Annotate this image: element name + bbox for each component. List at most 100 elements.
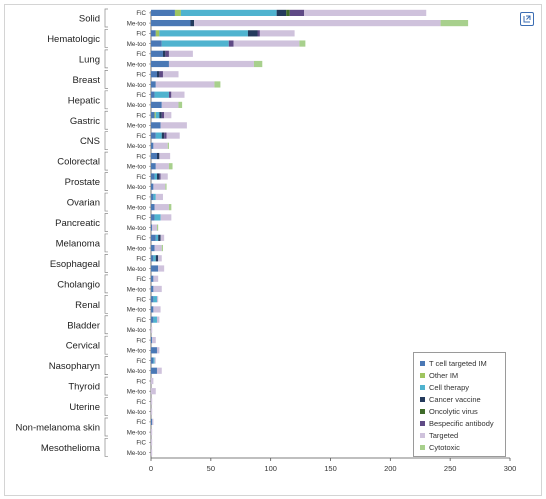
bar-segment-bladder-me-too-targeted	[151, 326, 153, 333]
bar-segment-solid-fic-cell-therapy	[180, 9, 277, 16]
bar-segment-gastric-fic-targeted	[164, 112, 172, 119]
bar-segment-colorectal-fic-t-cell-targeted-im	[151, 152, 157, 160]
bar-label-non-melanoma-skin-me-too: Me-too	[127, 429, 147, 436]
bar-segment-gastric-fic-cancer-vaccine	[159, 112, 162, 119]
bar-segment-hematologic-me-too-targeted	[233, 40, 300, 47]
bar-label-melanoma-fic: FiC	[136, 235, 146, 242]
bar-segment-prostate-me-too-targeted	[153, 183, 166, 190]
group-bracket-colorectal	[104, 151, 108, 171]
bar-segment-hematologic-me-too-t-cell-targeted-im	[151, 40, 162, 47]
bar-label-bladder-me-too: Me-too	[127, 327, 147, 334]
bar-segment-melanoma-fic-targeted	[160, 234, 165, 241]
bar-segment-nasopharyn-fic-t-cell-targeted-im	[151, 357, 154, 364]
group-bracket-gastric	[104, 110, 108, 130]
bar-segment-hepatic-fic-bespecific-antibody	[168, 91, 172, 98]
bar-segment-non-melanoma-skin-fic-targeted	[152, 418, 154, 425]
bar-segment-esophageal-fic-cell-therapy	[153, 255, 156, 262]
group-label-hematologic: Hematologic	[47, 34, 100, 45]
legend-swatch	[420, 445, 425, 450]
group-label-pancreatic: Pancreatic	[55, 218, 100, 229]
bar-segment-esophageal-me-too-t-cell-targeted-im	[151, 265, 159, 272]
bar-segment-esophageal-fic-t-cell-targeted-im	[151, 255, 154, 262]
bar-segment-gastric-fic-cell-therapy	[155, 112, 160, 119]
bar-segment-cns-fic-bespecific-antibody	[164, 132, 167, 139]
legend-swatch	[420, 385, 425, 390]
bar-label-renal-fic: FiC	[136, 297, 146, 304]
group-label-cns: CNS	[80, 136, 100, 147]
legend-swatch	[420, 361, 425, 366]
bar-segment-prostate-me-too-cytotoxic	[165, 183, 167, 190]
x-tick-label-0: 0	[149, 464, 153, 473]
bar-segment-hepatic-fic-cell-therapy	[154, 91, 169, 98]
bar-segment-gastric-me-too-targeted	[160, 122, 187, 129]
bar-segment-breast-fic-bespecific-antibody	[159, 71, 163, 78]
bar-segment-cns-fic-cancer-vaccine	[161, 132, 165, 139]
group-bracket-solid	[104, 8, 108, 28]
bar-segment-breast-me-too-targeted	[155, 81, 215, 88]
group-label-prostate: Prostate	[65, 177, 100, 188]
bar-segment-pancreatic-fic-t-cell-targeted-im	[151, 214, 155, 221]
group-label-uterine: Uterine	[69, 402, 100, 413]
bar-segment-lung-fic-bespecific-antibody	[165, 50, 169, 57]
bar-segment-esophageal-fic-cancer-vaccine	[155, 255, 159, 262]
bar-segment-solid-me-too-targeted	[194, 20, 441, 27]
bar-segment-lung-fic-cancer-vaccine	[162, 50, 166, 57]
bar-segment-gastric-fic-bespecific-antibody	[161, 112, 165, 119]
bar-label-solid-me-too: Me-too	[127, 20, 147, 27]
bar-segment-cholangio-me-too-t-cell-targeted-im	[151, 285, 154, 293]
bar-label-hematologic-fic: FiC	[136, 31, 146, 38]
bar-label-thyroid-fic: FiC	[136, 378, 146, 385]
bar-segment-hematologic-fic-bespecific-antibody	[257, 30, 260, 37]
bar-segment-melanoma-fic-cancer-vaccine	[158, 234, 161, 241]
group-label-nasopharyn: Nasopharyn	[49, 361, 100, 372]
legend-label: Targeted	[429, 431, 459, 440]
bar-segment-cervical-me-too-t-cell-targeted-im	[151, 347, 157, 354]
bar-segment-lung-fic-targeted	[168, 50, 193, 57]
bar-segment-solid-fic-other-im	[174, 9, 181, 16]
bar-label-nasopharyn-fic: FiC	[136, 358, 146, 365]
bar-segment-nasopharyn-fic-cell-therapy	[153, 357, 155, 364]
expand-icon	[523, 15, 531, 23]
bar-segment-prostate-fic-cancer-vaccine	[156, 173, 160, 180]
bar-segment-esophageal-me-too-targeted	[158, 265, 165, 272]
group-label-esophageal: Esophageal	[50, 259, 100, 270]
bar-segment-lung-me-too-cytotoxic	[253, 60, 263, 68]
group-label-ovarian: Ovarian	[67, 198, 100, 209]
bar-segment-hematologic-me-too-bespecific-antibody	[228, 40, 234, 47]
bar-segment-melanoma-fic-cell-therapy	[155, 234, 159, 241]
bar-segment-non-melanoma-skin-fic-t-cell-targeted-im	[151, 418, 153, 425]
group-bracket-cholangio	[104, 274, 108, 294]
bar-segment-hepatic-me-too-targeted	[161, 101, 179, 108]
expand-button[interactable]	[520, 12, 534, 26]
bar-segment-cns-fic-cell-therapy	[155, 132, 162, 139]
bar-segment-esophageal-fic-targeted	[158, 255, 162, 262]
bar-segment-melanoma-me-too-cytotoxic	[161, 244, 163, 252]
bar-segment-bladder-fic-cell-therapy	[153, 316, 157, 323]
bar-label-gastric-me-too: Me-too	[127, 123, 147, 130]
bar-label-esophageal-me-too: Me-too	[127, 266, 147, 273]
bar-segment-ovarian-fic-cell-therapy	[153, 193, 156, 201]
bar-label-breast-fic: FiC	[136, 72, 146, 79]
bar-segment-melanoma-me-too-t-cell-targeted-im	[151, 244, 155, 252]
legend-label: Cytotoxic	[429, 443, 460, 452]
bar-label-cholangio-me-too: Me-too	[127, 286, 147, 293]
bar-segment-thyroid-me-too-targeted	[151, 388, 156, 395]
bar-segment-cns-me-too-targeted	[153, 142, 168, 149]
bar-label-pancreatic-fic: FiC	[136, 215, 146, 222]
bar-label-uterine-me-too: Me-too	[127, 409, 147, 416]
bar-label-gastric-fic: FiC	[136, 112, 146, 119]
bar-segment-colorectal-me-too-t-cell-targeted-im	[151, 163, 156, 170]
bar-segment-renal-fic-cell-therapy	[153, 296, 157, 303]
bar-segment-cervical-fic-targeted	[152, 337, 156, 344]
bar-segment-renal-fic-t-cell-targeted-im	[151, 296, 154, 303]
bar-segment-melanoma-me-too-targeted	[154, 244, 162, 252]
bar-segment-hematologic-fic-t-cell-targeted-im	[151, 30, 156, 37]
bar-segment-cholangio-fic-t-cell-targeted-im	[151, 275, 154, 282]
bar-segment-colorectal-fic-cancer-vaccine	[156, 152, 160, 160]
bar-label-colorectal-me-too: Me-too	[127, 164, 147, 171]
group-bracket-uterine	[104, 397, 108, 416]
x-tick-label-150: 150	[324, 464, 337, 473]
bar-segment-bladder-fic-t-cell-targeted-im	[151, 316, 154, 323]
group-bracket-hematologic	[104, 29, 108, 48]
